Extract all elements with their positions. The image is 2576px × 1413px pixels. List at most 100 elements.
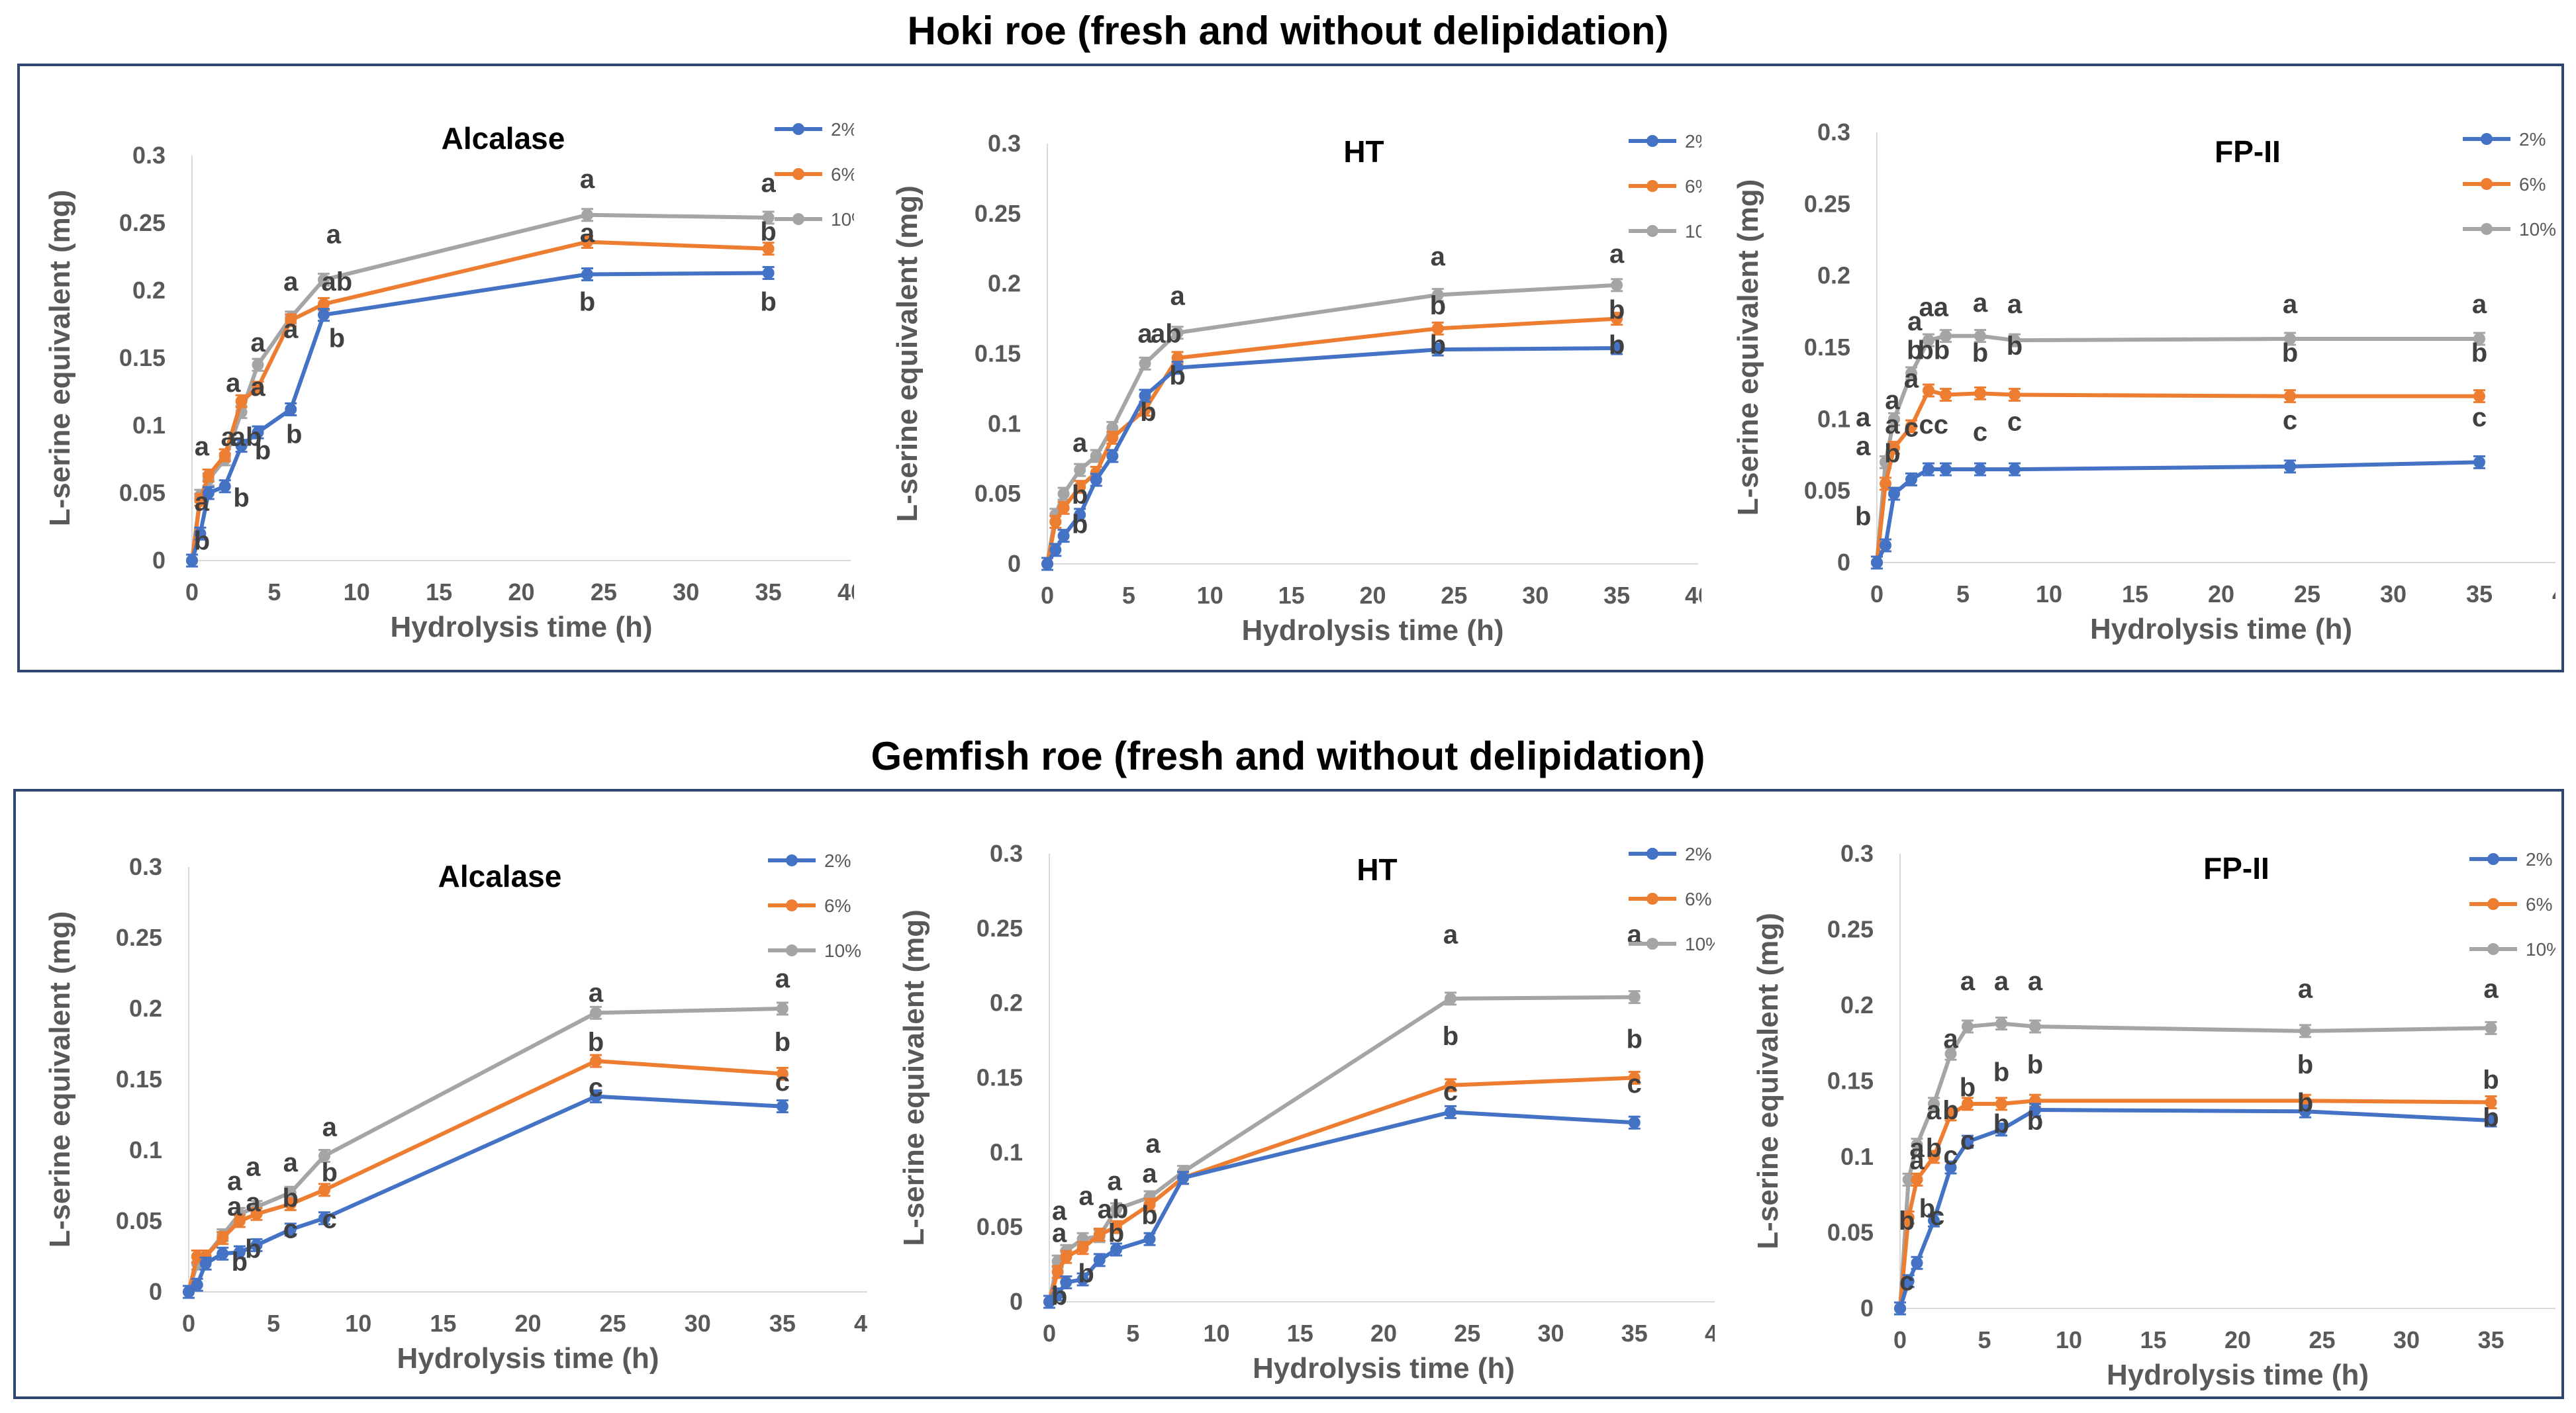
x-tick-label: 25 bbox=[591, 578, 617, 606]
x-tick-label: 20 bbox=[1359, 582, 1386, 609]
data-point-10pct bbox=[1139, 357, 1151, 370]
data-point-6pct bbox=[1049, 516, 1062, 528]
data-point-10pct bbox=[284, 1187, 297, 1199]
data-point-10pct bbox=[252, 359, 264, 371]
legend-label: 2% bbox=[831, 119, 854, 140]
data-point-6pct bbox=[216, 1232, 229, 1244]
data-point-2pct bbox=[202, 487, 215, 499]
data-point-6pct bbox=[1974, 387, 1986, 400]
x-tick-label: 0 bbox=[1041, 582, 1054, 609]
data-point-10pct bbox=[1911, 1138, 1923, 1151]
data-point-6pct bbox=[250, 1208, 263, 1220]
data-point-10pct bbox=[2009, 334, 2021, 347]
chart-hoki-ht: 0 0.05 0.1 0.15 0.2 0.25 0.3 0 5 10 15 20 25 30 35 40 Hy… bbox=[891, 130, 1701, 647]
data-point-2pct bbox=[1060, 1276, 1073, 1289]
data-point-6pct bbox=[1628, 1071, 1641, 1084]
data-point-10pct bbox=[581, 208, 593, 221]
data-point-10pct bbox=[762, 211, 775, 224]
y-tick-label: 0.05 bbox=[1827, 1219, 1874, 1246]
y-tick-label: 0.3 bbox=[990, 840, 1023, 867]
significance-letter: a bbox=[580, 219, 595, 248]
significance-letter: a bbox=[2472, 290, 2487, 319]
data-point-10pct bbox=[1074, 464, 1086, 477]
legend-label: 6% bbox=[2526, 894, 2552, 915]
chart-gemfish-alcalase: 0 0.05 0.1 0.15 0.2 0.25 0.3 0 5 10 15 20 25 30 35 40 Hy… bbox=[44, 850, 867, 1375]
significance-letter: a bbox=[1052, 1197, 1067, 1226]
data-point-6pct bbox=[590, 1055, 602, 1068]
data-point-10pct bbox=[590, 1007, 602, 1019]
series-line-2pct bbox=[1048, 1110, 1635, 1304]
data-point-6pct bbox=[284, 1198, 297, 1210]
y-axis-title: L-serine equivalent (mg) bbox=[44, 911, 76, 1248]
significance-letter: a bbox=[1909, 1134, 1925, 1163]
legend-marker bbox=[1646, 180, 1658, 192]
significance-letter: c bbox=[1904, 413, 1919, 442]
legend-label: 6% bbox=[1685, 176, 1701, 197]
y-tick-label: 0.1 bbox=[988, 410, 1021, 437]
y-axis-title: L-serine equivalent (mg) bbox=[1732, 179, 1764, 516]
chart-title: HT bbox=[1357, 852, 1397, 887]
x-tick-label: 35 bbox=[1603, 582, 1630, 609]
data-point-2pct bbox=[2009, 463, 2021, 476]
significance-letter: a bbox=[2298, 975, 2313, 1004]
significance-letter: b bbox=[283, 1184, 299, 1213]
significance-letter: b bbox=[321, 1158, 337, 1187]
data-point-6pct bbox=[318, 298, 330, 310]
data-point-2pct bbox=[1110, 1244, 1122, 1256]
data-point-2pct bbox=[183, 1286, 195, 1298]
y-tick-label: 0.15 bbox=[977, 1064, 1023, 1091]
data-point-2pct bbox=[1043, 1296, 1055, 1308]
significance-letter: b bbox=[775, 1028, 790, 1057]
y-tick-label: 0 bbox=[1860, 1295, 1874, 1322]
significance-letter: ab bbox=[322, 267, 353, 296]
data-point-2pct bbox=[1093, 1253, 1106, 1266]
data-point-2pct bbox=[194, 527, 207, 540]
data-point-6pct bbox=[2299, 1095, 2311, 1107]
data-point-6pct bbox=[191, 1250, 203, 1263]
chart-hoki-alcalase: 0 0.05 0.1 0.15 0.2 0.25 0.3 0 5 10 15 20 25 30 35 40 Hy… bbox=[44, 119, 854, 643]
legend-marker bbox=[1646, 135, 1658, 147]
x-tick-label: 10 bbox=[2056, 1326, 2082, 1353]
data-point-6pct bbox=[318, 1183, 330, 1196]
significance-letter: bb bbox=[1917, 336, 1950, 365]
data-point-2pct bbox=[776, 1100, 788, 1113]
significance-letter: b bbox=[1907, 336, 1923, 365]
significance-letter: b bbox=[1609, 296, 1625, 325]
x-tick-label: 15 bbox=[2140, 1326, 2166, 1353]
data-point-6pct bbox=[1093, 1228, 1106, 1241]
legend-label: 6% bbox=[824, 895, 851, 916]
legend-label: 2% bbox=[1685, 131, 1701, 152]
significance-letter: a bbox=[1907, 307, 1923, 336]
data-point-2pct bbox=[318, 1212, 330, 1224]
y-tick-label: 0.15 bbox=[975, 340, 1021, 367]
chart-title: Alcalase bbox=[442, 121, 565, 156]
legend-label: 2% bbox=[824, 850, 851, 871]
legend-label: 6% bbox=[831, 164, 854, 185]
significance-letter: b bbox=[1855, 502, 1871, 531]
data-point-2pct bbox=[1611, 342, 1623, 355]
significance-letter: b bbox=[194, 527, 210, 556]
significance-letter: b bbox=[2483, 1103, 2499, 1132]
data-point-2pct bbox=[1902, 1275, 1915, 1287]
chart-title: FP-II bbox=[2215, 134, 2281, 169]
legend-label: 10% bbox=[1685, 934, 1715, 954]
chart-title: HT bbox=[1343, 134, 1384, 169]
significance-letter: c bbox=[322, 1205, 337, 1234]
data-point-10pct bbox=[1431, 289, 1444, 301]
significance-letter: b bbox=[1430, 331, 1446, 360]
y-tick-label: 0.2 bbox=[132, 277, 166, 304]
chart-title: Alcalase bbox=[438, 859, 562, 893]
y-axis-title: L-serine equivalent (mg) bbox=[898, 909, 930, 1246]
significance-letter: b bbox=[1609, 331, 1625, 360]
significance-letter: b bbox=[255, 436, 271, 465]
data-point-2pct bbox=[1074, 508, 1086, 521]
y-tick-label: 0 bbox=[1010, 1288, 1023, 1315]
legend-marker bbox=[2481, 223, 2493, 235]
data-point-2pct bbox=[2299, 1105, 2311, 1118]
x-tick-label: 40 bbox=[1685, 582, 1701, 609]
significance-letter: b bbox=[1899, 1207, 1915, 1236]
significance-letter: b bbox=[1884, 439, 1900, 468]
legend-marker bbox=[792, 213, 804, 225]
data-point-6pct bbox=[1888, 441, 1900, 454]
x-tick-label: 40 bbox=[2552, 580, 2555, 608]
